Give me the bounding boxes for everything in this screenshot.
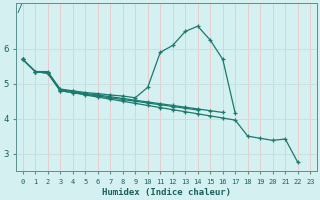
Text: /: /: [17, 4, 22, 14]
X-axis label: Humidex (Indice chaleur): Humidex (Indice chaleur): [102, 188, 231, 197]
